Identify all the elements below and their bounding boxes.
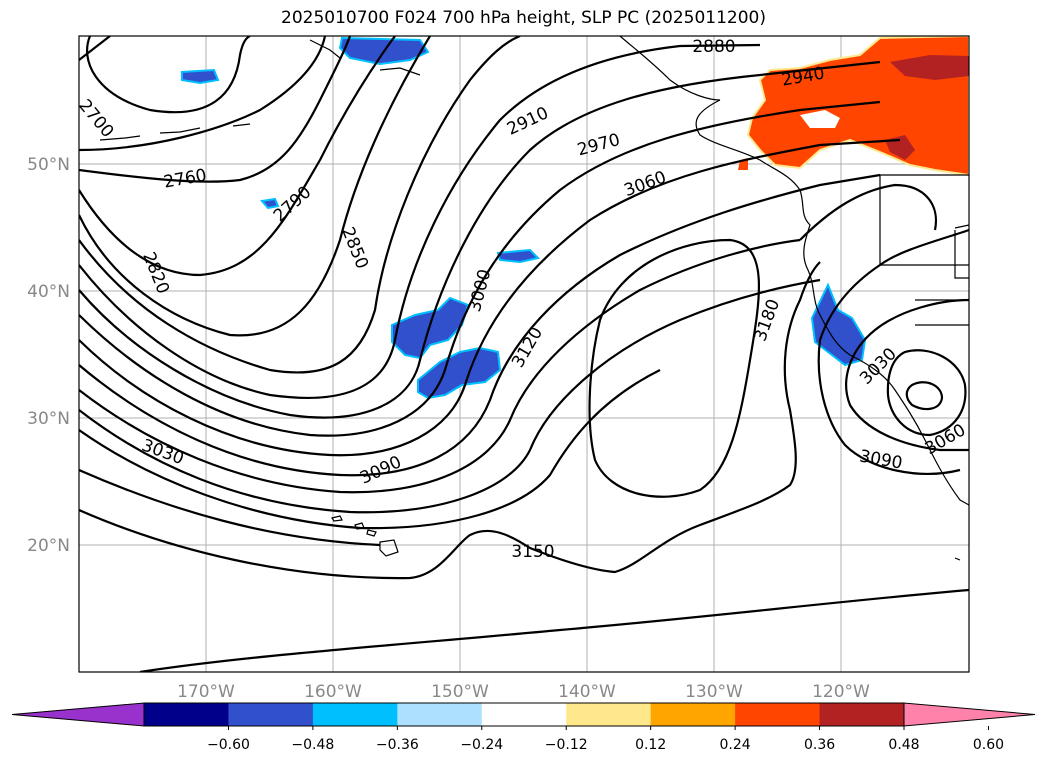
islands (331, 515, 961, 561)
latitude-labels: 50°N 40°N 30°N 20°N (27, 155, 70, 556)
colorbar-tick-label: 0.36 (804, 737, 835, 753)
lat-label-50n: 50°N (27, 155, 70, 175)
colorbar-tick-label: 0.24 (720, 737, 751, 753)
lon-label-140w: 140°W (558, 682, 616, 702)
colorbar-extend-low (11, 702, 145, 727)
colorbar-tick-label: 0.60 (973, 737, 1004, 753)
colorbar: −0.60 −0.48 −0.36 −0.24 −0.12 0.12 0.24 0.36 0.4… (11, 702, 1036, 753)
colorbar-tick-label: 0.12 (635, 737, 666, 753)
lon-label-170w: 170°W (177, 682, 235, 702)
longitude-labels: 170°W 160°W 150°W 140°W 130°W 120°W (177, 682, 870, 702)
lon-label-160w: 160°W (304, 682, 362, 702)
colorbar-segment (397, 703, 483, 726)
lon-label-150w: 150°W (431, 682, 489, 702)
colorbar-border (143, 702, 905, 727)
colorbar-segment (144, 703, 229, 726)
colorbar-segment (312, 703, 398, 726)
map-border (78, 35, 970, 673)
colorbar-extend-high (903, 702, 1036, 727)
map-title: 2025010700 F024 700 hPa height, SLP PC (… (281, 8, 766, 28)
colorbar-tick-label: −0.12 (545, 737, 588, 753)
colorbar-tick-label: 0.48 (888, 737, 919, 753)
colorbar-tick-label: −0.48 (291, 737, 334, 753)
colorbar-segment (566, 703, 652, 726)
coastlines (99, 36, 969, 506)
lat-label-20n: 20°N (27, 536, 70, 556)
colorbar-segment (481, 703, 567, 726)
lat-label-40n: 40°N (27, 282, 70, 302)
colorbar-segment (228, 703, 314, 726)
colorbar-segment (819, 703, 905, 726)
contour-label-2880: 2880 (692, 37, 735, 57)
lon-label-130w: 130°W (685, 682, 743, 702)
contour-label-3150: 3150 (511, 542, 554, 562)
colorbar-segment (650, 703, 736, 726)
colorbar-tick-label: −0.60 (207, 737, 250, 753)
colorbar-tick-label: −0.24 (460, 737, 503, 753)
lat-label-30n: 30°N (27, 409, 70, 429)
colorbar-segments (11, 702, 1036, 727)
height-contours (79, 36, 969, 672)
colorbar-tick-label: −0.36 (376, 737, 419, 753)
colorbar-ticks: −0.60 −0.48 −0.36 −0.24 −0.12 0.12 0.24 0.36 0.4… (207, 726, 1004, 753)
lon-label-120w: 120°W (812, 682, 870, 702)
colorbar-segment (735, 703, 821, 726)
